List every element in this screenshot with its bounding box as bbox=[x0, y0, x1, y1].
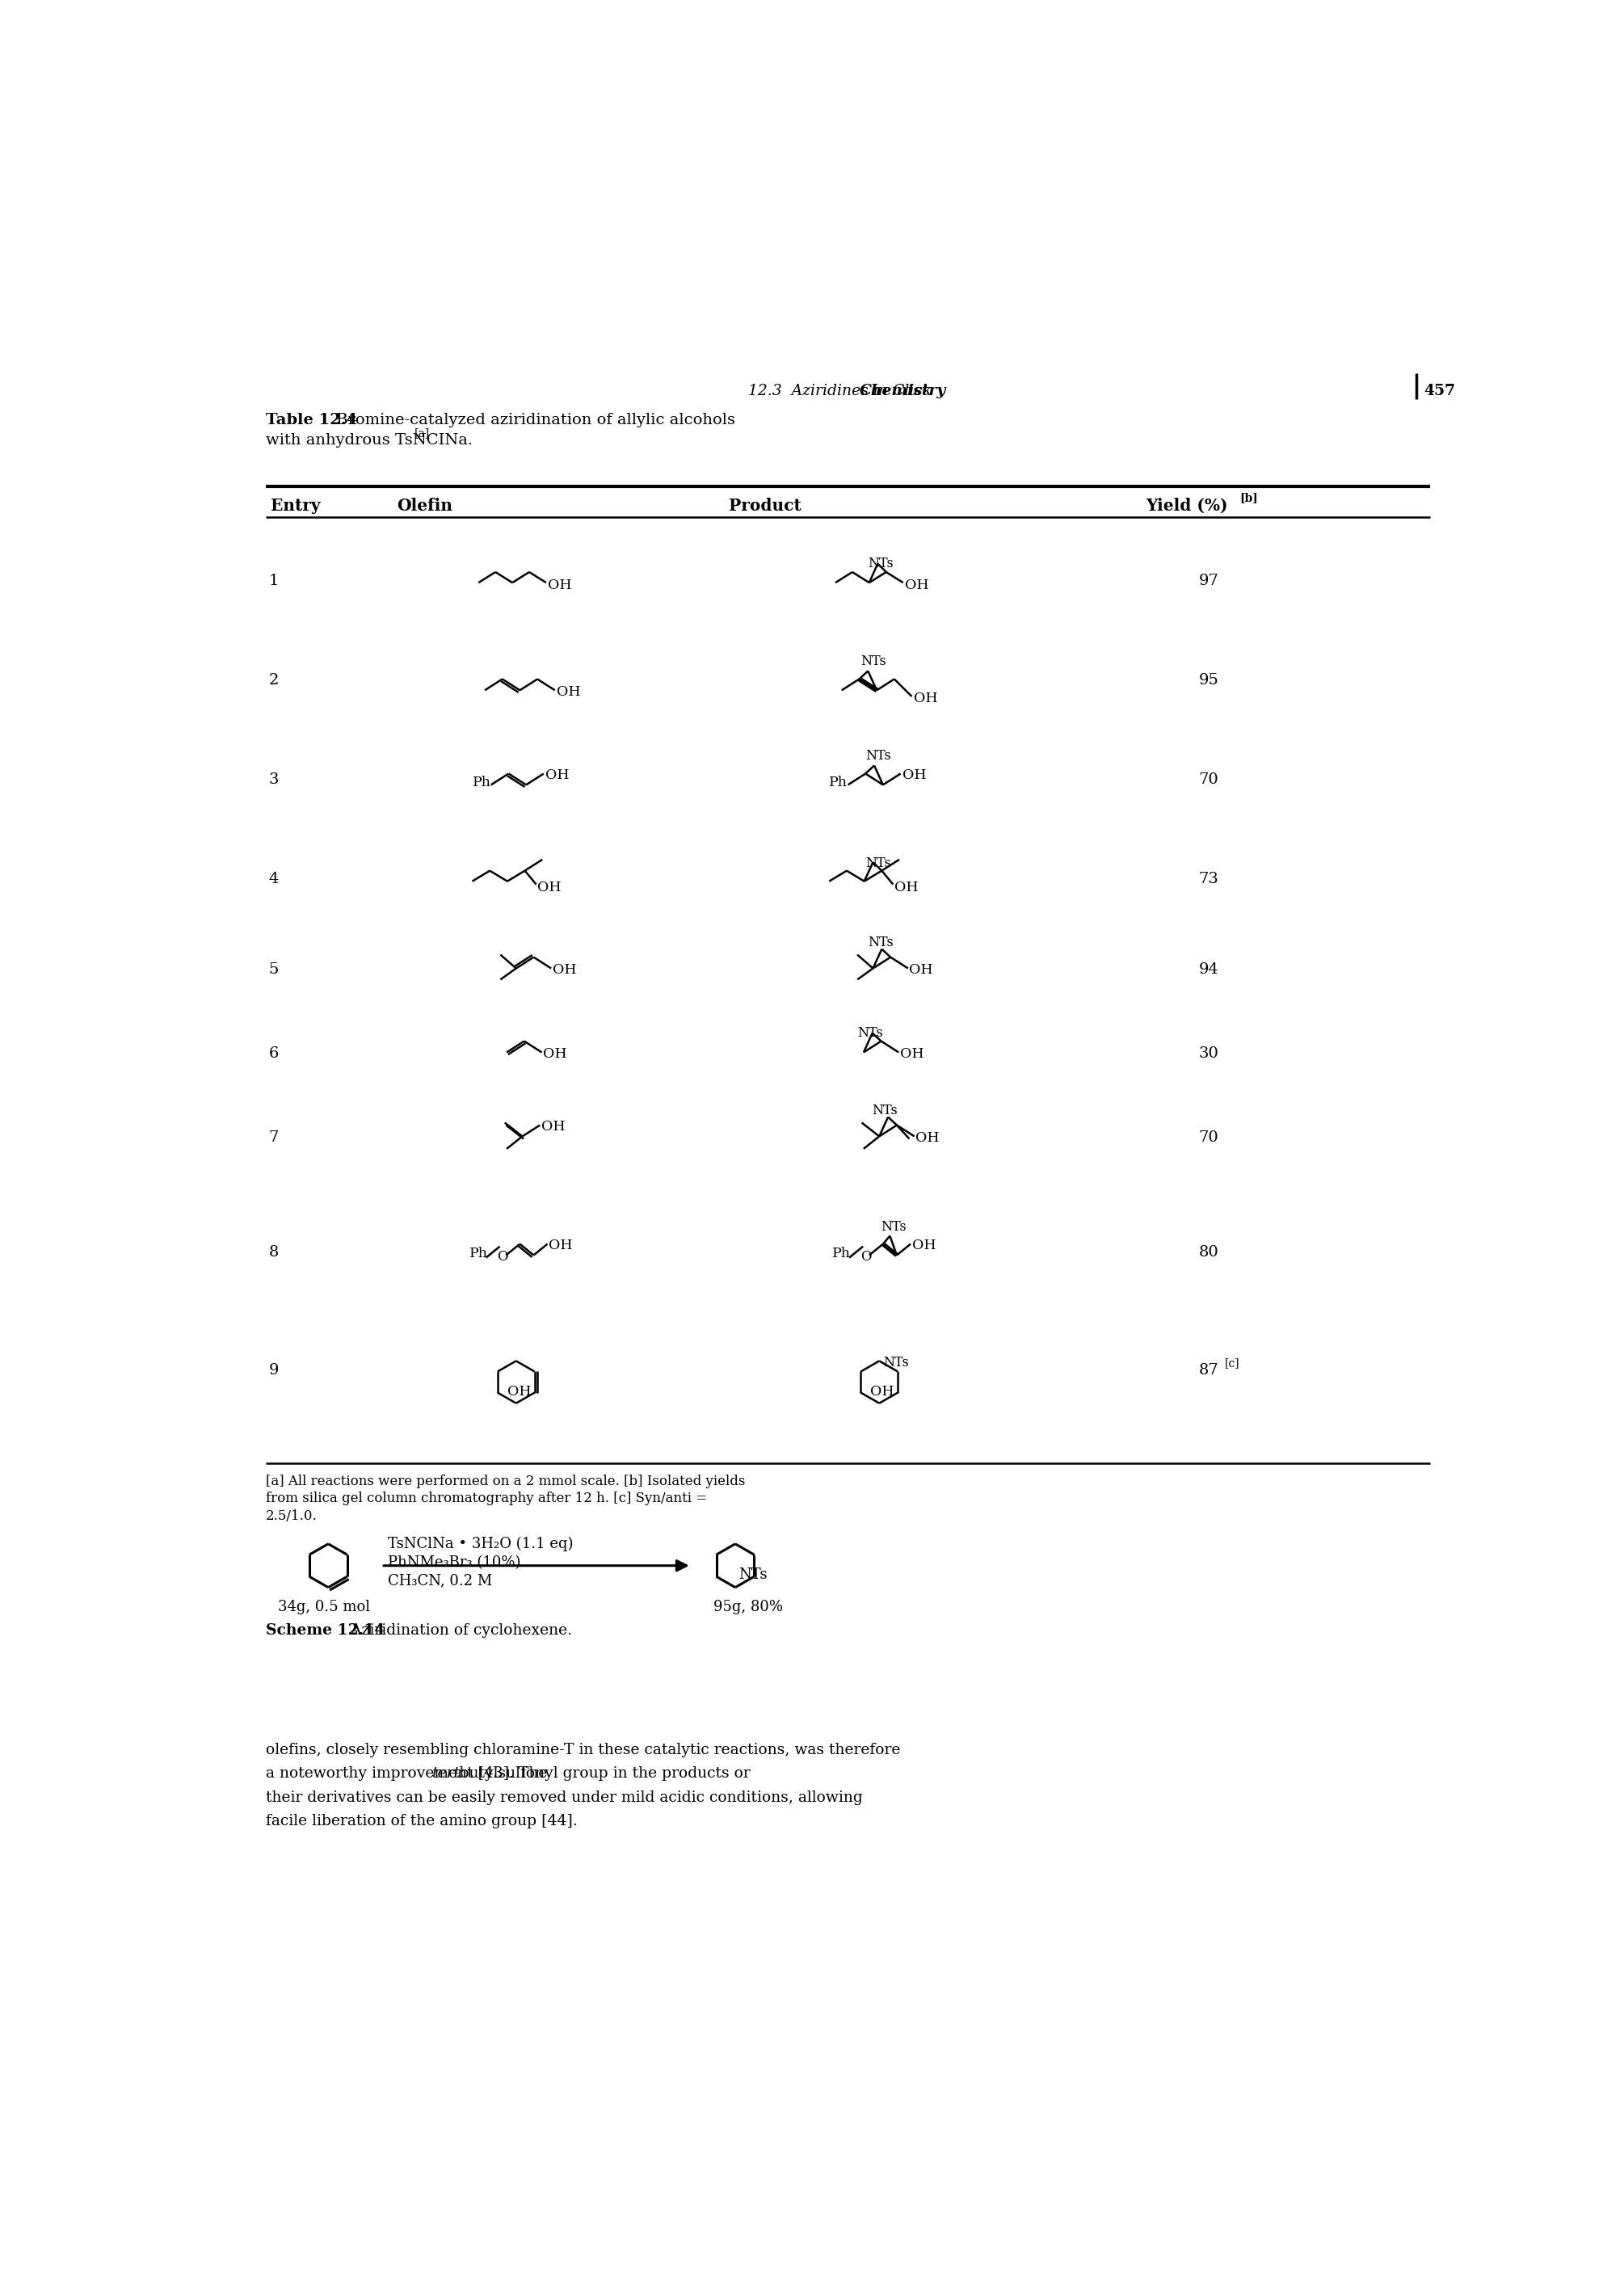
Text: NTs: NTs bbox=[880, 1220, 906, 1234]
Text: NTs: NTs bbox=[739, 1568, 767, 1582]
Text: 9: 9 bbox=[268, 1364, 279, 1378]
Text: PhNMe₃Br₃ (10%): PhNMe₃Br₃ (10%) bbox=[388, 1554, 521, 1570]
Text: [a] All reactions were performed on a 2 mmol scale. [b] Isolated yields: [a] All reactions were performed on a 2 … bbox=[266, 1474, 745, 1488]
Text: 7: 7 bbox=[268, 1131, 279, 1144]
Text: from silica gel column chromatography after 12 h. [c] Syn/anti =: from silica gel column chromatography af… bbox=[266, 1492, 706, 1506]
Text: Ph: Ph bbox=[473, 776, 490, 790]
Text: [b]: [b] bbox=[1239, 492, 1257, 504]
Text: 30: 30 bbox=[1199, 1046, 1218, 1060]
Text: Entry: Entry bbox=[271, 497, 320, 513]
Text: Product: Product bbox=[729, 497, 802, 513]
Text: OH: OH bbox=[547, 579, 572, 593]
Text: OH: OH bbox=[546, 769, 570, 783]
Text: OH: OH bbox=[900, 1048, 924, 1062]
Text: 34g, 0.5 mol: 34g, 0.5 mol bbox=[278, 1600, 370, 1614]
Text: 94: 94 bbox=[1199, 961, 1218, 977]
Text: Chemistry: Chemistry bbox=[859, 385, 945, 398]
Text: olefins, closely resembling chloramine-T in these catalytic reactions, was there: olefins, closely resembling chloramine-T… bbox=[266, 1742, 900, 1758]
Text: OH: OH bbox=[870, 1385, 895, 1399]
Text: 457: 457 bbox=[1424, 385, 1455, 398]
Text: O: O bbox=[861, 1250, 872, 1264]
Text: 87: 87 bbox=[1199, 1364, 1218, 1378]
Text: OH: OH bbox=[541, 1119, 565, 1133]
Text: NTs: NTs bbox=[872, 1103, 898, 1117]
Text: 2: 2 bbox=[268, 673, 279, 687]
Text: OH: OH bbox=[914, 691, 937, 705]
Text: OH: OH bbox=[916, 1131, 940, 1144]
Text: [a]: [a] bbox=[414, 428, 429, 439]
Text: Scheme 12.14: Scheme 12.14 bbox=[266, 1623, 385, 1639]
Text: -butylsulfonyl group in the products or: -butylsulfonyl group in the products or bbox=[455, 1767, 750, 1781]
Text: 8: 8 bbox=[268, 1245, 279, 1259]
Text: 73: 73 bbox=[1199, 872, 1218, 886]
Text: Ph: Ph bbox=[830, 776, 848, 790]
Text: NTs: NTs bbox=[883, 1355, 909, 1369]
Text: OH: OH bbox=[895, 881, 918, 895]
Text: 97: 97 bbox=[1199, 572, 1218, 588]
Text: 95g, 80%: 95g, 80% bbox=[713, 1600, 783, 1614]
Text: OH: OH bbox=[542, 1048, 567, 1062]
Text: their derivatives can be easily removed under mild acidic conditions, allowing: their derivatives can be easily removed … bbox=[266, 1790, 862, 1804]
Text: 5: 5 bbox=[268, 961, 279, 977]
Text: [c]: [c] bbox=[1224, 1357, 1241, 1369]
Text: O: O bbox=[497, 1250, 508, 1264]
Text: a noteworthy improvement [43]. The: a noteworthy improvement [43]. The bbox=[266, 1767, 552, 1781]
Text: OH: OH bbox=[507, 1385, 531, 1399]
Text: 12.3  Aziridines in Click: 12.3 Aziridines in Click bbox=[747, 385, 935, 398]
Text: CH₃CN, 0.2 M: CH₃CN, 0.2 M bbox=[388, 1575, 492, 1589]
Text: Olefin: Olefin bbox=[398, 497, 453, 513]
Text: OH: OH bbox=[905, 579, 929, 593]
Text: NTs: NTs bbox=[866, 856, 892, 870]
Text: Bromine-catalyzed aziridination of allylic alcohols: Bromine-catalyzed aziridination of allyl… bbox=[331, 412, 736, 428]
Text: tert: tert bbox=[432, 1767, 461, 1781]
Text: OH: OH bbox=[538, 881, 562, 895]
Text: 3: 3 bbox=[268, 771, 279, 787]
Text: 6: 6 bbox=[268, 1046, 279, 1060]
Text: Yield (%): Yield (%) bbox=[1145, 497, 1228, 513]
Text: OH: OH bbox=[549, 1238, 573, 1252]
Text: OH: OH bbox=[909, 964, 934, 977]
Text: NTs: NTs bbox=[861, 655, 887, 668]
Text: Table 12.4: Table 12.4 bbox=[266, 412, 357, 428]
Text: OH: OH bbox=[903, 769, 926, 783]
Text: 70: 70 bbox=[1199, 1131, 1218, 1144]
Text: NTs: NTs bbox=[866, 749, 892, 762]
Text: Ph: Ph bbox=[831, 1248, 851, 1261]
Text: Aziridination of cyclohexene.: Aziridination of cyclohexene. bbox=[346, 1623, 572, 1639]
Text: 95: 95 bbox=[1199, 673, 1218, 687]
Text: OH: OH bbox=[552, 964, 577, 977]
Text: 4: 4 bbox=[268, 872, 279, 886]
Text: 2.5/1.0.: 2.5/1.0. bbox=[266, 1508, 317, 1522]
Text: Ph: Ph bbox=[469, 1248, 487, 1261]
Text: NTs: NTs bbox=[867, 936, 893, 950]
Text: with anhydrous TsNCINa.: with anhydrous TsNCINa. bbox=[266, 433, 473, 446]
Text: OH: OH bbox=[911, 1238, 935, 1252]
Text: NTs: NTs bbox=[867, 556, 893, 570]
Text: NTs: NTs bbox=[857, 1025, 883, 1039]
Text: 80: 80 bbox=[1199, 1245, 1218, 1259]
Text: OH: OH bbox=[557, 684, 581, 698]
Text: 70: 70 bbox=[1199, 771, 1218, 787]
Text: TsNClNa • 3H₂O (1.1 eq): TsNClNa • 3H₂O (1.1 eq) bbox=[388, 1536, 573, 1552]
Text: facile liberation of the amino group [44].: facile liberation of the amino group [44… bbox=[266, 1813, 577, 1829]
Text: 1: 1 bbox=[268, 572, 279, 588]
